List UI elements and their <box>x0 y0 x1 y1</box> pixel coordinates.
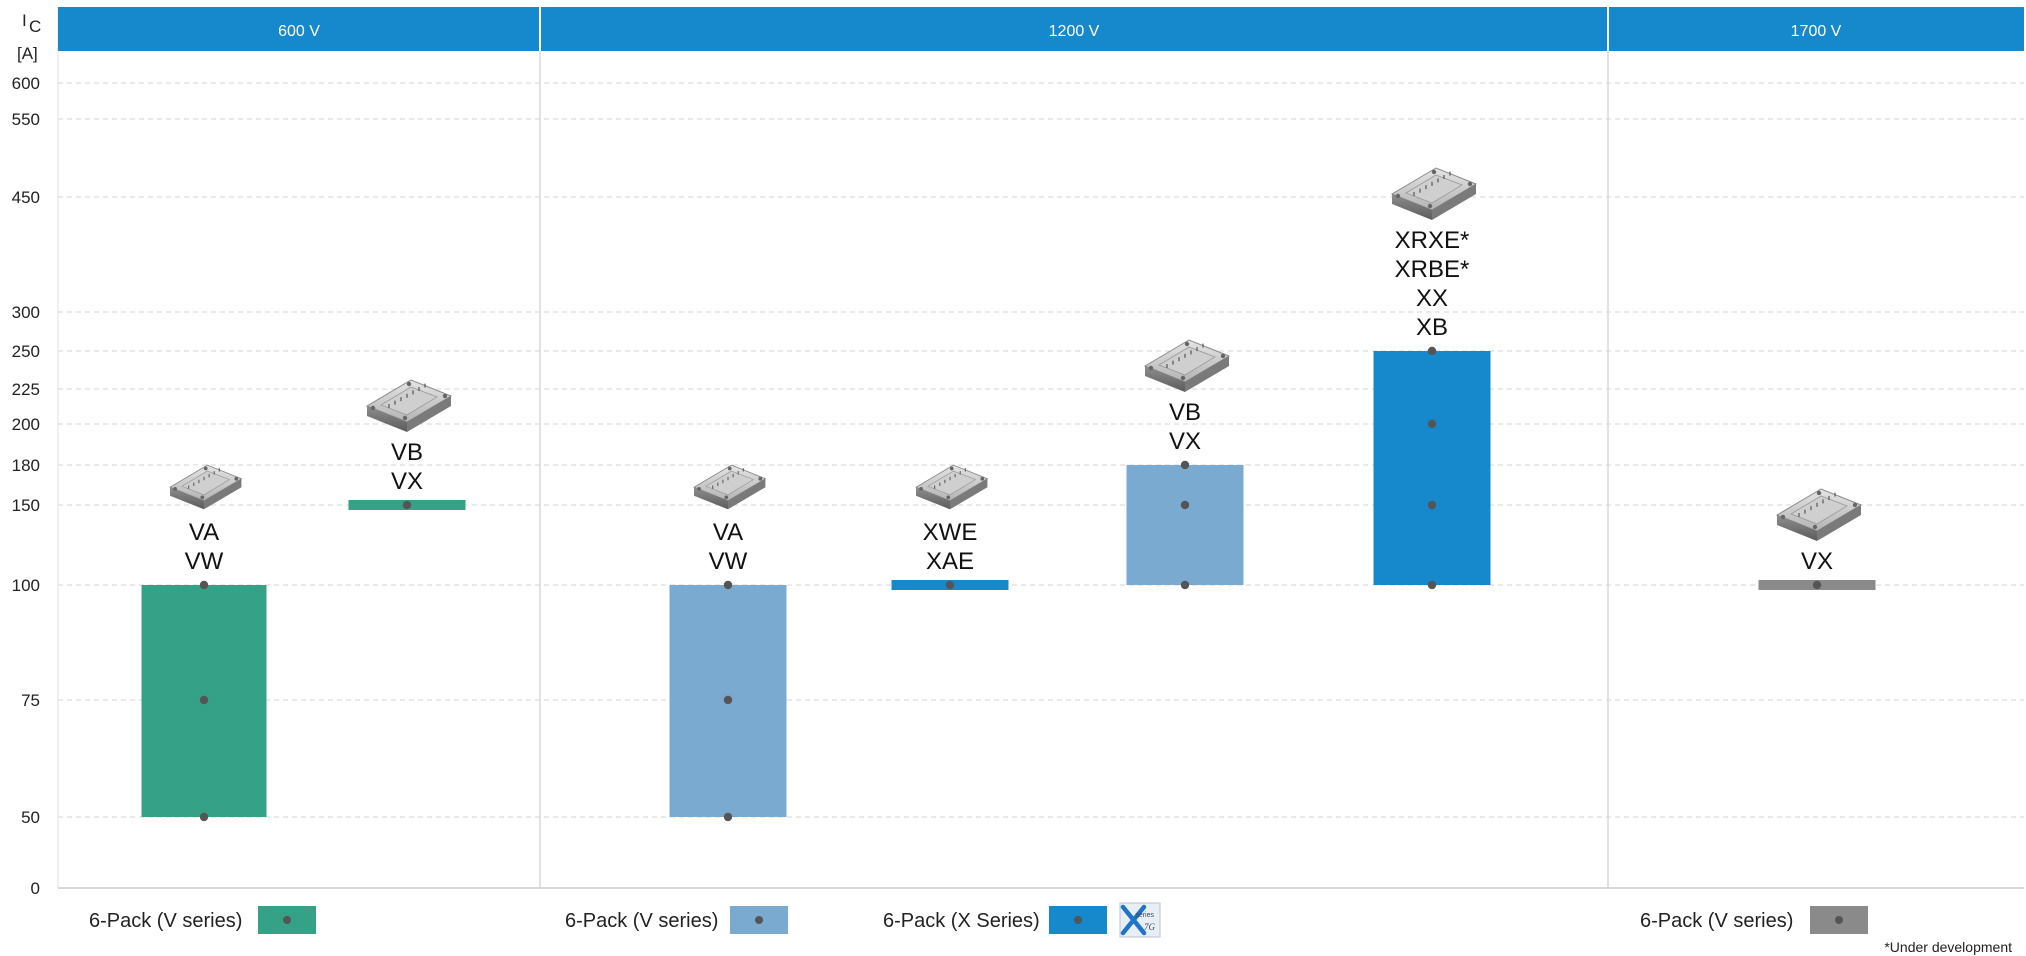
voltage-label: 600 V <box>278 23 320 40</box>
y-tick-label: 225 <box>12 380 40 399</box>
y-tick-label: 250 <box>12 342 40 361</box>
legend-label: 6-Pack (X Series) <box>883 910 1040 932</box>
y-tick-label: 600 <box>12 74 40 93</box>
bar-point <box>723 812 733 822</box>
header-band <box>58 7 2024 51</box>
igbt-module-icon <box>365 379 453 432</box>
y-axis: I C [A] 0 50 75 100 150 180 200 225 250 300 450 550 600 <box>12 11 42 898</box>
bar-label: VX <box>1801 548 1833 575</box>
bar-point <box>1427 580 1437 590</box>
bar-label: VA <box>713 519 743 546</box>
y-axis-unit: [A] <box>17 44 38 63</box>
igbt-module-icon <box>1143 339 1231 392</box>
legend-swatch-point <box>1074 916 1082 924</box>
bar-label: VX <box>391 468 423 495</box>
bar-label: XX <box>1416 285 1448 312</box>
legend-label: 6-Pack (V series) <box>565 910 718 932</box>
voltage-label: 1700 V <box>1791 23 1842 40</box>
y-axis-label-subscript: C <box>29 17 41 36</box>
y-tick-label: 180 <box>12 456 40 475</box>
bar-point <box>1427 346 1437 356</box>
bar-point <box>723 580 733 590</box>
y-tick-label: 75 <box>21 691 40 710</box>
bar-point <box>1812 580 1822 590</box>
bar-label: VB <box>1169 399 1201 426</box>
bar-label: XRXE* <box>1395 227 1470 254</box>
bar-label: VA <box>189 519 219 546</box>
bar-point <box>1180 500 1190 510</box>
igbt-module-icon <box>1775 488 1863 541</box>
grid-layer <box>57 7 2024 889</box>
bar-label: XB <box>1416 314 1448 341</box>
bar-point <box>199 695 209 705</box>
svg-text:series: series <box>1135 912 1154 919</box>
y-tick-label: 450 <box>12 188 40 207</box>
y-tick-label: 300 <box>12 303 40 322</box>
bar-point <box>402 500 412 510</box>
y-tick-label: 200 <box>12 415 40 434</box>
y-tick-label: 100 <box>12 576 40 595</box>
bar-label: VX <box>1169 428 1201 455</box>
igbt-module-icon <box>169 464 243 510</box>
y-tick-label: 0 <box>31 879 40 898</box>
bar <box>1126 465 1244 585</box>
legend: 6-Pack (V series) 6-Pack (V series) 6-Pack… <box>89 902 1868 938</box>
bar-point <box>199 580 209 590</box>
igbt-module-icon <box>915 464 989 510</box>
bar-point <box>945 580 955 590</box>
legend-label: 6-Pack (V series) <box>1640 910 1793 932</box>
y-tick-label: 150 <box>12 496 40 515</box>
svg-text:7G: 7G <box>1144 922 1156 932</box>
legend-label: 6-Pack (V series) <box>89 910 242 932</box>
footnote: *Under development <box>1884 939 2012 955</box>
igbt-module-icon <box>1390 167 1478 220</box>
bar-label: XAE <box>926 548 974 575</box>
voltage-label: 1200 V <box>1049 23 1100 40</box>
bar-point <box>1180 460 1190 470</box>
bar-label: XRBE* <box>1395 256 1470 283</box>
x-series-7g-icon: series 7G <box>1119 902 1161 938</box>
bar-point <box>1427 419 1437 429</box>
bar-point <box>1427 500 1437 510</box>
bar-label: VW <box>185 548 224 575</box>
bar-label: VW <box>709 548 748 575</box>
legend-swatch-point <box>283 916 291 924</box>
legend-swatch-point <box>1835 916 1843 924</box>
legend-swatch-point <box>755 916 763 924</box>
y-axis-label: I <box>22 11 27 30</box>
bar <box>1373 351 1491 585</box>
igbt-module-icon <box>693 464 767 510</box>
y-tick-label: 550 <box>12 110 40 129</box>
bar-label: VB <box>391 439 423 466</box>
bar-point <box>723 695 733 705</box>
bar-point <box>1180 580 1190 590</box>
bar-label: XWE <box>923 519 978 546</box>
bar-point <box>199 812 209 822</box>
y-tick-label: 50 <box>21 808 40 827</box>
voltage-header: 600 V 1200 V 1700 V <box>58 7 2024 51</box>
